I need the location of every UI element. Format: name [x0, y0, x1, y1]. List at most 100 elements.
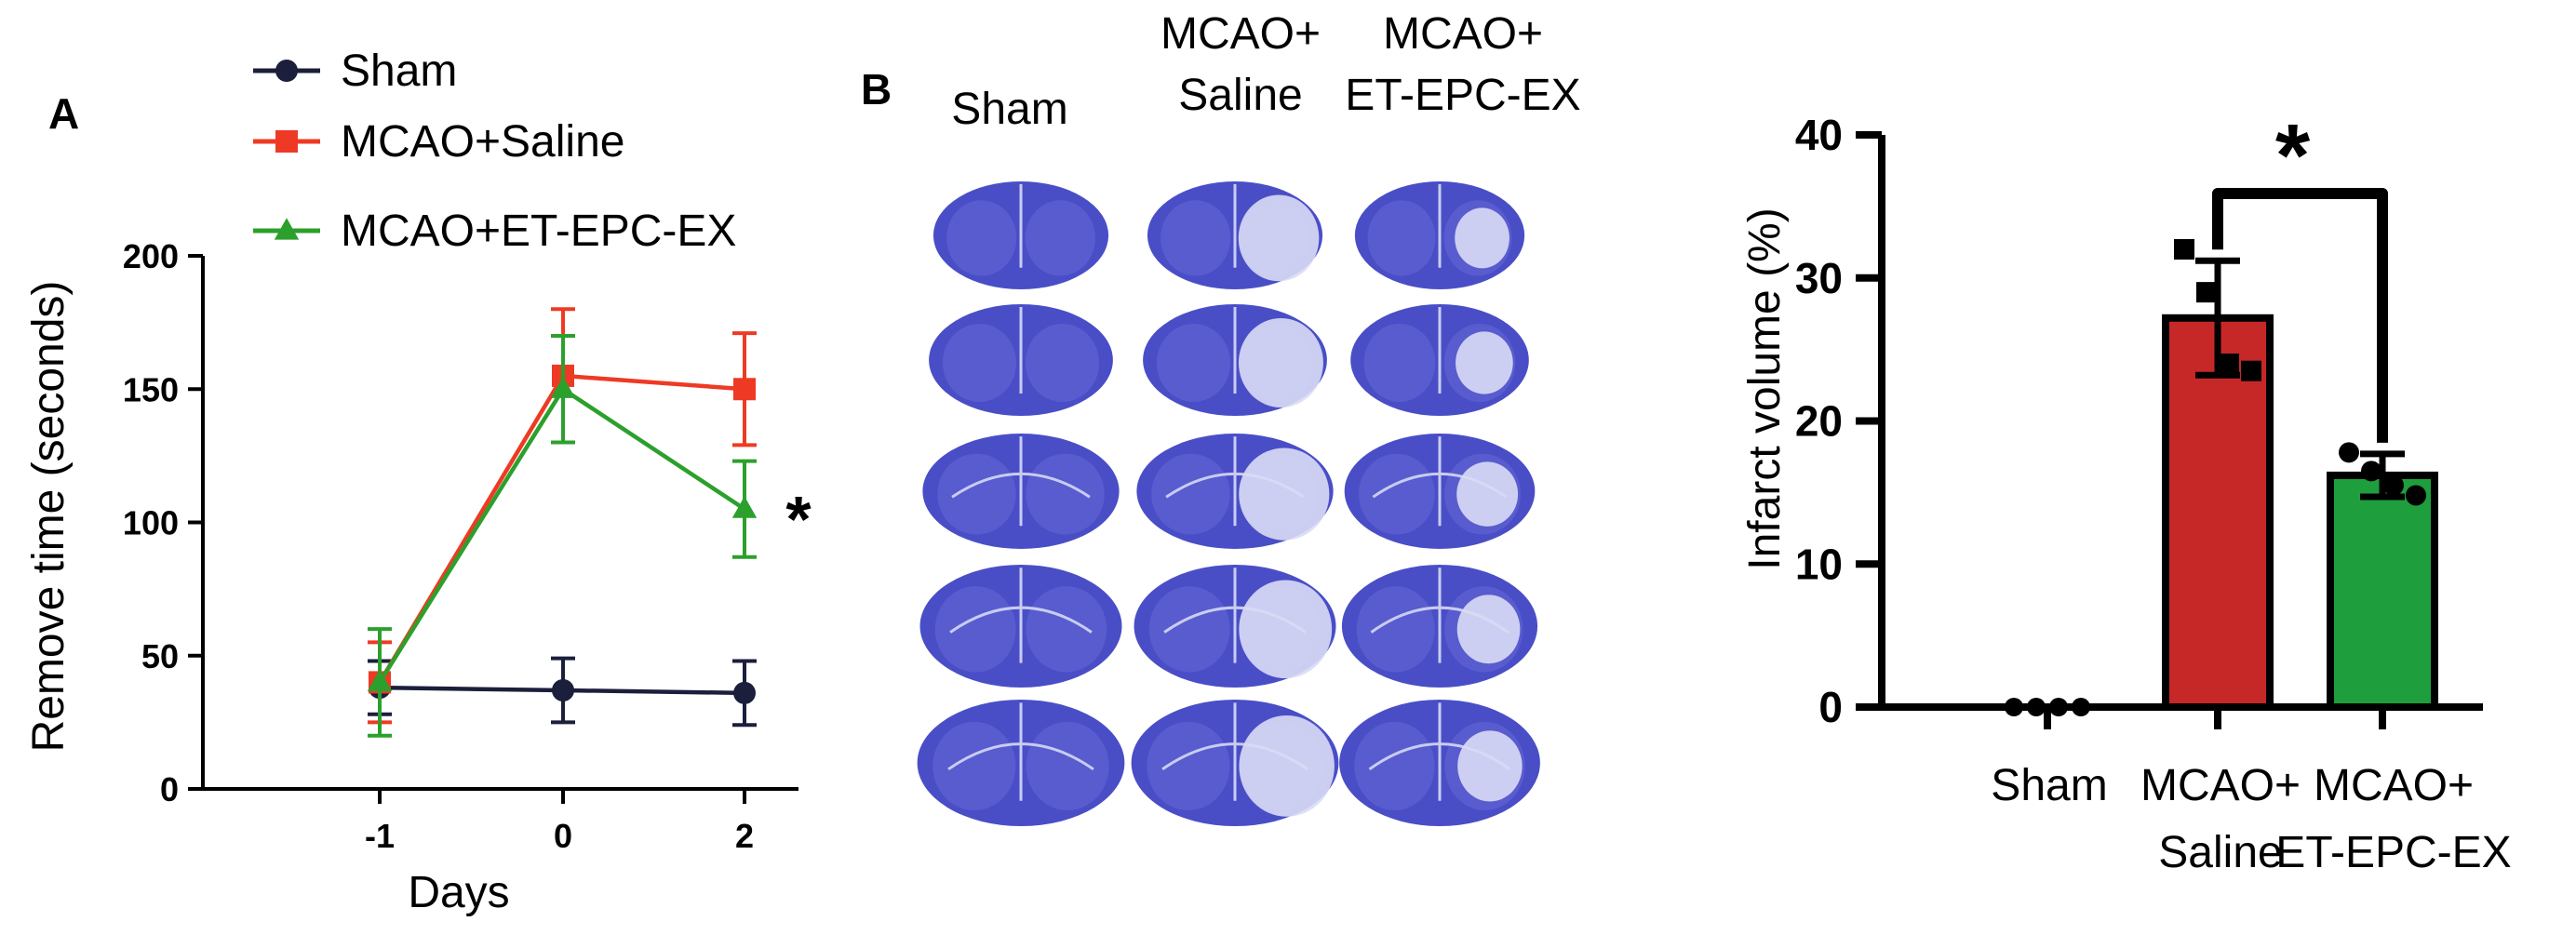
brain-structure-line	[947, 742, 1094, 771]
brain-column-header: MCAO+	[1161, 9, 1321, 59]
bar-chart-category-label: MCAO+	[2140, 761, 2301, 810]
brain-section-hemisphere	[1354, 721, 1435, 811]
brain-section-hemisphere	[1156, 324, 1231, 402]
data-point	[2406, 485, 2426, 506]
brain-section	[1350, 304, 1529, 416]
brain-section-hemisphere	[1367, 200, 1436, 276]
legend-swatch-marker	[275, 130, 298, 153]
bar-chart-y-tick-label: 0	[1818, 683, 1843, 731]
brain-section	[1136, 434, 1334, 549]
line-chart-significance-star: *	[785, 483, 812, 555]
data-point	[2049, 698, 2068, 716]
brain-section	[1339, 700, 1540, 826]
brain-section	[1131, 700, 1339, 826]
line-series	[368, 656, 757, 728]
bar-chart-y-tick-label: 20	[1795, 397, 1843, 446]
brain-column-header: Sham	[951, 85, 1067, 134]
line-series	[367, 333, 758, 738]
bar-group	[2005, 698, 2090, 716]
legend-label: MCAO+ET-EPC-EX	[341, 207, 736, 256]
bar-chart-bars	[2005, 239, 2438, 716]
brain-section	[922, 434, 1120, 549]
brain-section	[1134, 565, 1336, 688]
data-point	[733, 378, 756, 401]
brain-section	[932, 181, 1109, 289]
brain-section-hemisphere	[1026, 721, 1109, 811]
bar-chart: 0 10 20 30 40 Infarct volume (%) Sham MCAO+ Sa…	[1740, 106, 2512, 877]
legend-label: MCAO+Saline	[341, 117, 624, 167]
brain-structure-line	[951, 473, 1091, 499]
brain-infarct-lesion	[1239, 447, 1330, 541]
brain-section-hemisphere	[932, 721, 1016, 811]
brain-infarct-lesion	[1456, 461, 1519, 527]
brain-section	[1143, 304, 1327, 416]
legend-entry: MCAO+Saline	[253, 117, 624, 167]
significance-bracket	[2212, 188, 2388, 443]
brain-section-hemisphere	[946, 200, 1017, 276]
data-point	[367, 669, 393, 691]
bar-group	[2327, 442, 2438, 711]
line-chart-y-tick-label: 0	[160, 770, 179, 808]
data-point	[552, 678, 574, 701]
bar	[2327, 471, 2438, 711]
bar-chart-significance: *	[2212, 106, 2388, 443]
legend-label: Sham	[341, 47, 457, 96]
data-point	[2361, 461, 2381, 482]
brain-section-hemisphere	[1026, 453, 1105, 535]
data-point	[733, 681, 756, 704]
brain-infarct-lesion	[1238, 194, 1320, 282]
brain-section-hemisphere	[1026, 586, 1107, 673]
bar	[2162, 314, 2274, 711]
brain-section-hemisphere	[1025, 324, 1100, 402]
line-chart-x-tick-label: 0	[554, 817, 572, 855]
brain-structure-line	[949, 606, 1093, 634]
bar-chart-y-tick-label: 40	[1795, 111, 1843, 159]
brain-infarct-lesion	[1238, 318, 1323, 407]
data-point	[550, 376, 576, 398]
brain-section	[919, 565, 1122, 688]
data-point	[2383, 474, 2404, 496]
legend-swatch-marker	[274, 218, 300, 240]
brain-section	[1341, 565, 1538, 688]
data-point	[731, 496, 758, 518]
data-point	[2027, 698, 2046, 716]
brain-section-grid	[917, 181, 1540, 826]
legend-entry: Sham	[253, 47, 457, 96]
line-chart-x-tick-label: 2	[735, 817, 754, 855]
data-point	[2072, 698, 2090, 716]
brain-section-hemisphere	[1161, 200, 1231, 276]
significance-star: *	[2275, 106, 2311, 206]
line-chart-axes: 0 50 100 150 200 -1 0 2	[123, 237, 798, 855]
brain-infarct-lesion	[1239, 715, 1335, 817]
brain-section-hemisphere	[1148, 586, 1230, 673]
data-point	[2219, 354, 2239, 374]
line-chart-y-tick-label: 200	[123, 237, 179, 275]
legend-entry: MCAO+ET-EPC-EX	[253, 207, 736, 256]
brain-section-hemisphere	[942, 324, 1017, 402]
legend-swatch-marker	[275, 60, 298, 82]
brain-section-hemisphere	[934, 586, 1016, 673]
panel-label-b: B	[861, 65, 892, 114]
brain-column-headers: Sham MCAO+ Saline MCAO+ ET-EPC-EX	[951, 9, 1580, 134]
data-point	[2241, 360, 2261, 381]
panel-label-a: A	[48, 89, 79, 138]
bar-group	[2162, 239, 2274, 711]
bar-chart-category-label: ET-EPC-EX	[2275, 828, 2511, 877]
line-chart-series	[367, 307, 758, 738]
bar-chart-category-label: Sham	[1991, 761, 2107, 810]
brain-section	[1147, 181, 1323, 289]
brain-section-hemisphere	[1363, 324, 1436, 402]
data-point	[2196, 282, 2217, 303]
brain-column-header: ET-EPC-EX	[1345, 71, 1580, 120]
line-chart-y-tick-label: 50	[141, 637, 179, 675]
bar-chart-y-axis-label: Infarct volume (%)	[1740, 207, 1790, 569]
line-chart-y-tick-label: 150	[123, 370, 179, 408]
bar-chart-category-labels: Sham MCAO+ Saline MCAO+ ET-EPC-EX	[1991, 761, 2511, 877]
data-point	[2339, 442, 2359, 463]
line-chart-x-axis-label: Days	[408, 868, 509, 917]
brain-infarct-lesion	[1239, 580, 1333, 679]
brain-infarct-lesion	[1456, 594, 1521, 664]
brain-section	[929, 304, 1113, 416]
brain-section-hemisphere	[1356, 586, 1435, 673]
